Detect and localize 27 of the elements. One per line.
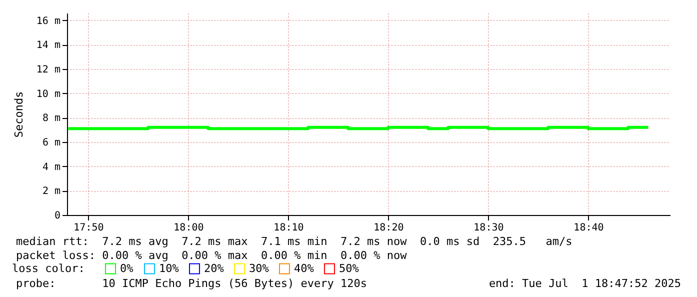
- text: median rtt: 7.2 ms avg 7.2 ms max 7.1 ms min 7.2 ms now 0.0 ms sd 235.5 am/s: [16, 235, 572, 248]
- x-tick-label: 18:00: [174, 222, 204, 234]
- legend-label: 50%: [339, 262, 360, 275]
- x-tick-label: 18:40: [574, 222, 604, 234]
- legend-label: 40%: [294, 262, 314, 275]
- legend-label: 10%: [159, 262, 180, 275]
- y-tick-label: 0: [54, 210, 60, 222]
- x-tick-label: 18:10: [274, 222, 304, 234]
- legend-label: 30%: [249, 262, 270, 275]
- text: packet loss: 0.00 % avg 0.00 % max 0.00 % min 0.00 % now: [16, 249, 407, 262]
- text: probe: 10 ICMP Echo Pings (56 Bytes) every 120s: [16, 277, 367, 290]
- x-tick-label: 18:20: [374, 222, 404, 234]
- y-tick-label: 6 m: [42, 137, 60, 148]
- y-tick-label: 16 m: [36, 16, 60, 27]
- y-axis-title: Seconds: [12, 91, 26, 138]
- y-tick-label: 4 m: [42, 162, 60, 173]
- x-tick-label: 17:50: [74, 222, 104, 234]
- x-tick-label: 18:30: [474, 222, 504, 234]
- legend-label: 20%: [204, 262, 224, 275]
- text: end: Tue Jul 1 18:47:52 2025: [488, 277, 681, 290]
- y-tick-label: 10 m: [36, 88, 60, 100]
- y-tick-label: 12 m: [36, 64, 60, 76]
- legend-label: 0%: [120, 262, 134, 275]
- y-tick-label: 8 m: [42, 113, 60, 124]
- legend-title: loss color:: [12, 262, 85, 275]
- y-tick-label: 14 m: [36, 40, 60, 52]
- y-tick-label: 2 m: [42, 186, 60, 198]
